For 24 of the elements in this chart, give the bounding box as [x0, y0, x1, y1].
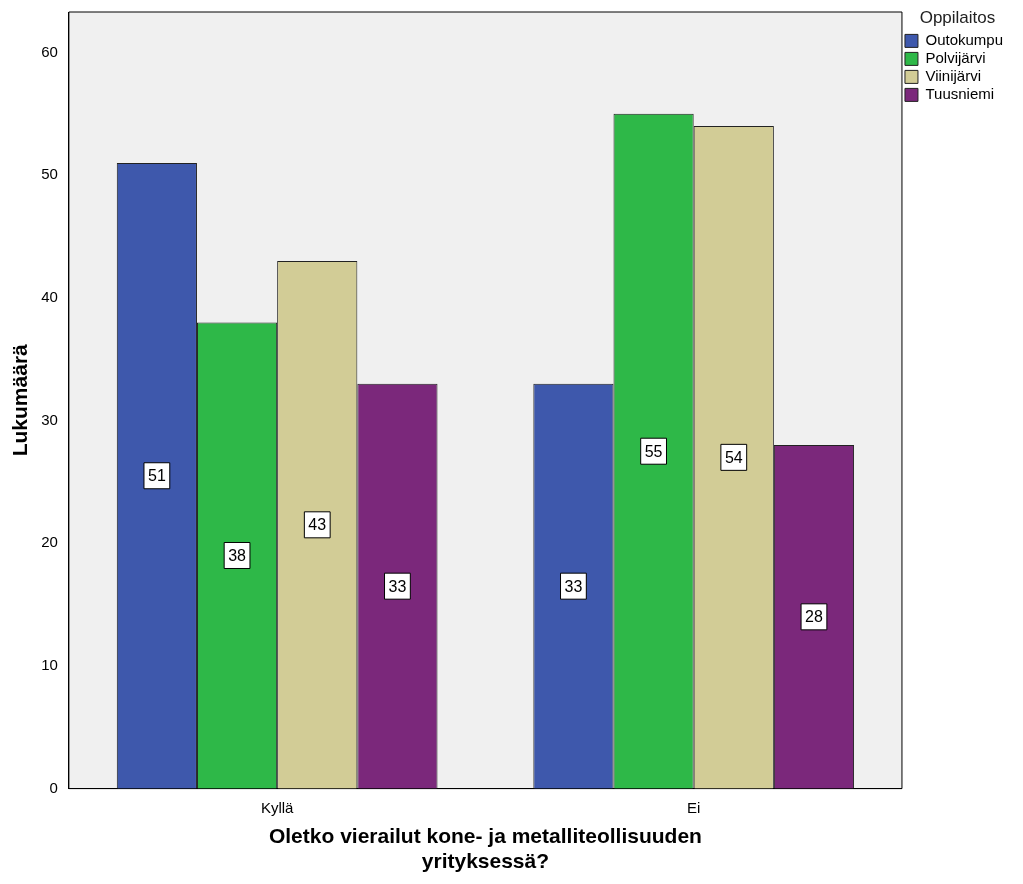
data-label: 28: [805, 608, 823, 626]
data-label: 55: [644, 442, 663, 460]
y-tick-label: 40: [41, 288, 58, 305]
legend-label: Viinijärvi: [925, 67, 982, 85]
data-label: 33: [388, 577, 407, 595]
legend-label: Polvijärvi: [925, 49, 986, 67]
y-axis-title: Lukumäärä: [8, 343, 32, 457]
x-axis-title: Oletko vierailut kone- ja metalliteollisuuden yrityksessä?: [268, 824, 702, 873]
data-label: 51: [147, 467, 166, 485]
legend-label: Tuusniemi: [925, 85, 995, 103]
x-tick-label: Kyllä: [260, 798, 295, 816]
y-tick-label: 50: [41, 165, 58, 183]
legend-label: Outokumpu: [925, 31, 1004, 49]
y-tick-label: 20: [41, 533, 58, 551]
y-tick-label: 0: [49, 778, 58, 796]
x-tick-label: Ei: [687, 798, 701, 816]
y-tick-label: 30: [41, 410, 58, 428]
data-label: 43: [308, 516, 327, 534]
data-label: 33: [564, 577, 583, 595]
y-tick-label: 10: [41, 656, 58, 674]
data-label: 54: [724, 448, 743, 466]
data-label: 38: [228, 546, 247, 564]
legend-title: Oppilaitos: [919, 8, 996, 28]
y-tick-label: 60: [41, 42, 58, 60]
